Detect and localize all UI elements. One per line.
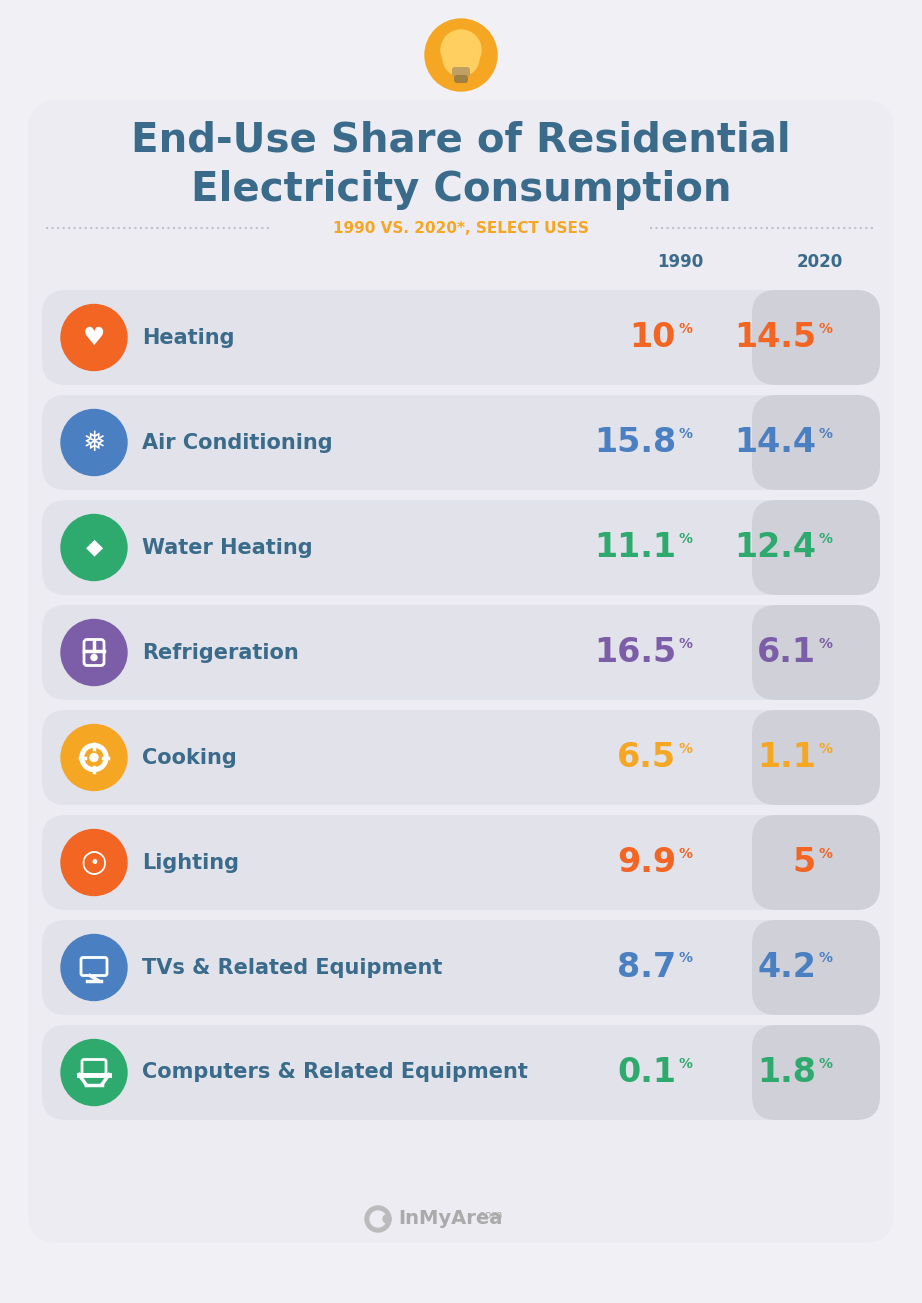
Text: Water Heating: Water Heating — [142, 538, 313, 558]
Text: %: % — [678, 741, 692, 756]
Text: %: % — [678, 847, 692, 860]
Circle shape — [61, 724, 127, 791]
Text: 1990 VS. 2020*, SELECT USES: 1990 VS. 2020*, SELECT USES — [333, 220, 589, 236]
Text: 1.8: 1.8 — [757, 1055, 816, 1089]
Text: 8.7: 8.7 — [617, 951, 676, 984]
Text: %: % — [818, 426, 832, 440]
Circle shape — [91, 654, 97, 661]
Text: 4.2: 4.2 — [757, 951, 816, 984]
Circle shape — [443, 40, 479, 76]
Text: %: % — [818, 322, 832, 335]
FancyBboxPatch shape — [752, 920, 880, 1015]
Circle shape — [90, 753, 98, 761]
FancyBboxPatch shape — [454, 76, 468, 83]
FancyBboxPatch shape — [42, 814, 880, 909]
FancyBboxPatch shape — [42, 605, 880, 700]
Text: 1990: 1990 — [656, 253, 703, 271]
FancyBboxPatch shape — [752, 395, 880, 490]
Text: %: % — [818, 951, 832, 966]
Text: Lighting: Lighting — [142, 852, 239, 873]
Text: 6.5: 6.5 — [617, 741, 676, 774]
Text: 6.1: 6.1 — [757, 636, 816, 668]
Text: 9.9: 9.9 — [617, 846, 676, 880]
Text: %: % — [678, 1057, 692, 1071]
FancyBboxPatch shape — [28, 100, 894, 1243]
Text: 2020: 2020 — [797, 253, 843, 271]
Circle shape — [85, 748, 103, 766]
Text: Computers & Related Equipment: Computers & Related Equipment — [142, 1062, 528, 1083]
FancyBboxPatch shape — [752, 605, 880, 700]
Circle shape — [61, 830, 127, 895]
FancyBboxPatch shape — [42, 710, 880, 805]
Circle shape — [441, 30, 481, 70]
Circle shape — [61, 619, 127, 685]
Text: %: % — [818, 636, 832, 650]
Text: Cooking: Cooking — [142, 748, 237, 767]
Circle shape — [61, 934, 127, 1001]
Text: Refrigeration: Refrigeration — [142, 642, 299, 662]
Text: 15.8: 15.8 — [594, 426, 676, 459]
Text: %: % — [818, 532, 832, 546]
Circle shape — [61, 515, 127, 581]
Text: 11.1: 11.1 — [594, 532, 676, 564]
Circle shape — [61, 409, 127, 476]
Text: ♥: ♥ — [83, 326, 105, 349]
FancyBboxPatch shape — [752, 1025, 880, 1121]
Text: .com: .com — [476, 1210, 503, 1220]
Text: %: % — [678, 636, 692, 650]
Text: Electricity Consumption: Electricity Consumption — [191, 169, 731, 210]
FancyBboxPatch shape — [42, 395, 880, 490]
Text: •: • — [89, 853, 99, 872]
Text: 16.5: 16.5 — [594, 636, 676, 668]
Text: 14.5: 14.5 — [734, 321, 816, 354]
Text: 12.4: 12.4 — [734, 532, 816, 564]
Text: InMyArea: InMyArea — [398, 1209, 502, 1229]
Circle shape — [61, 1040, 127, 1105]
Text: ○: ○ — [81, 848, 107, 877]
Text: 1.1: 1.1 — [757, 741, 816, 774]
Circle shape — [61, 305, 127, 370]
FancyBboxPatch shape — [42, 1025, 880, 1121]
Text: %: % — [818, 741, 832, 756]
Text: ◆: ◆ — [86, 538, 102, 558]
Text: 14.4: 14.4 — [734, 426, 816, 459]
Text: 5: 5 — [793, 846, 816, 880]
FancyBboxPatch shape — [42, 291, 880, 384]
Text: TVs & Related Equipment: TVs & Related Equipment — [142, 958, 443, 977]
FancyBboxPatch shape — [752, 291, 880, 384]
Text: %: % — [678, 532, 692, 546]
Text: 10: 10 — [630, 321, 676, 354]
FancyBboxPatch shape — [42, 920, 880, 1015]
Text: %: % — [678, 426, 692, 440]
Text: %: % — [678, 951, 692, 966]
Circle shape — [425, 20, 497, 91]
Text: Air Conditioning: Air Conditioning — [142, 433, 333, 452]
Text: Heating: Heating — [142, 327, 234, 348]
FancyBboxPatch shape — [752, 500, 880, 595]
Circle shape — [365, 1207, 391, 1233]
Circle shape — [370, 1210, 386, 1227]
FancyBboxPatch shape — [752, 814, 880, 909]
FancyBboxPatch shape — [452, 66, 470, 77]
Text: %: % — [818, 1057, 832, 1071]
Circle shape — [383, 1214, 391, 1224]
Text: 0.1: 0.1 — [617, 1055, 676, 1089]
Text: %: % — [818, 847, 832, 860]
FancyBboxPatch shape — [42, 500, 880, 595]
FancyBboxPatch shape — [752, 710, 880, 805]
Text: End-Use Share of Residential: End-Use Share of Residential — [131, 120, 791, 160]
Text: %: % — [678, 322, 692, 335]
Circle shape — [80, 744, 108, 771]
Text: ❅: ❅ — [82, 429, 106, 456]
